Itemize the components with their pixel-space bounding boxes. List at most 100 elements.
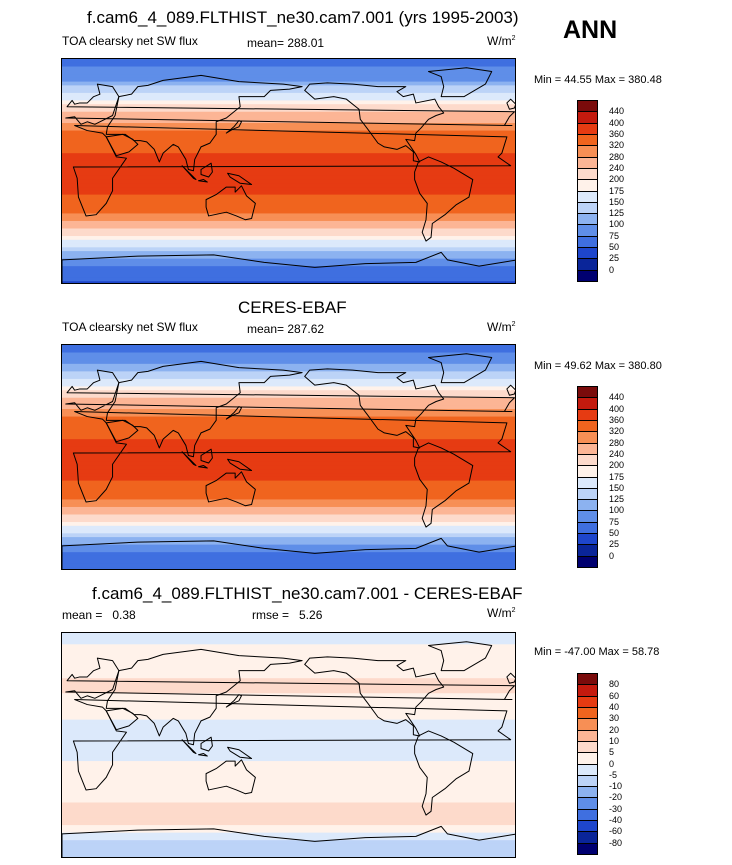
lat-band — [62, 401, 515, 406]
lat-band — [62, 813, 515, 819]
lat-band — [62, 458, 515, 463]
lat-band — [62, 742, 515, 747]
lat-band — [62, 269, 515, 275]
colorbar-tick-label: 50 — [609, 242, 620, 253]
lat-band — [62, 708, 515, 713]
colorbar-tick-label: 25 — [609, 253, 620, 264]
lat-band — [62, 141, 515, 147]
lat-band — [62, 138, 515, 143]
lat-band — [62, 149, 515, 154]
lat-band — [62, 123, 515, 128]
lat-band — [62, 491, 515, 497]
lat-band — [62, 254, 515, 260]
lat-band — [62, 544, 515, 549]
lat-band — [62, 454, 515, 459]
lat-band — [62, 228, 515, 233]
colorbar-tick-label: 75 — [609, 516, 620, 527]
colorbar-tick-label: 75 — [609, 230, 620, 241]
lat-band — [62, 552, 515, 557]
colorbar-tick-label: 175 — [609, 185, 625, 196]
lat-band — [62, 232, 515, 237]
lat-band — [62, 431, 515, 436]
coastline — [506, 672, 515, 684]
colorbar-tick-label: -30 — [609, 803, 623, 814]
lat-band — [62, 134, 515, 139]
lat-band — [62, 393, 515, 399]
coastline — [65, 83, 515, 127]
colorbar-tick-label: 0 — [609, 264, 615, 275]
coastline — [225, 694, 242, 708]
lat-band — [62, 648, 515, 653]
lat-band — [62, 115, 515, 120]
lat-band — [62, 367, 515, 372]
colorbar-tick-label: 40 — [609, 701, 620, 712]
lat-band — [62, 712, 515, 717]
lat-band — [62, 484, 515, 489]
colorbar-tick-label: 0 — [609, 758, 615, 769]
lat-band — [62, 239, 515, 245]
coastline — [428, 353, 493, 384]
lat-band — [62, 659, 515, 664]
lat-band — [62, 412, 515, 418]
lat-band — [62, 107, 515, 113]
coastline — [62, 825, 515, 857]
lat-band — [62, 746, 515, 751]
lat-band — [62, 476, 515, 482]
lat-band — [62, 828, 515, 834]
lat-band — [62, 768, 515, 773]
lat-band — [62, 529, 515, 534]
colorbar-tick-label: 280 — [609, 437, 625, 448]
map-svg — [62, 633, 515, 857]
lat-band — [62, 465, 515, 470]
colorbar-tick-label: 100 — [609, 505, 625, 516]
coastline — [304, 368, 445, 449]
lat-band — [62, 506, 515, 512]
lat-band — [62, 179, 515, 184]
lat-band — [62, 202, 515, 207]
colorbar-tick-label: 320 — [609, 426, 625, 437]
lat-band — [62, 439, 515, 444]
lat-band — [62, 104, 515, 109]
panel3-minmax: Min = -47.00 Max = 58.78 — [534, 646, 660, 658]
lat-band — [62, 488, 515, 493]
lat-band — [62, 678, 515, 683]
lat-band — [62, 356, 515, 361]
colorbar-tick-label: 50 — [609, 528, 620, 539]
lat-band — [62, 540, 515, 546]
colorbar-tick-label: 200 — [609, 174, 625, 185]
coastline — [105, 419, 139, 443]
colorbar-tick-label: 360 — [609, 128, 625, 139]
panel2-mean: mean= 287.62 — [247, 322, 325, 336]
lat-band — [62, 277, 515, 282]
panel3-title: f.cam6_4_089.FLTHIST_ne30.cam7.001 - CER… — [92, 584, 523, 603]
units-base: W/m — [487, 34, 512, 48]
lat-band — [62, 704, 515, 709]
lat-band — [62, 821, 515, 826]
panel3-mean: mean = 0.38 — [62, 608, 136, 622]
coastline — [414, 730, 474, 816]
panel1-variable: TOA clearsky net SW flux — [62, 34, 198, 48]
lat-band — [62, 749, 515, 755]
lat-band — [62, 851, 515, 856]
lat-band — [62, 633, 515, 638]
lat-band — [62, 798, 515, 804]
lat-band — [62, 640, 515, 645]
colorbar-tick-label: 320 — [609, 140, 625, 151]
lat-band — [62, 753, 515, 758]
lat-band — [62, 764, 515, 770]
coastline — [506, 98, 515, 110]
coastline — [65, 657, 515, 701]
lat-band — [62, 525, 515, 531]
coastline — [200, 162, 213, 178]
lat-band — [62, 663, 515, 668]
lat-band — [62, 666, 515, 672]
lat-band — [62, 719, 515, 724]
panel3-units: W/m2 — [487, 606, 516, 620]
lat-band — [62, 563, 515, 568]
panel2-colorbar — [577, 386, 598, 568]
colorbar-tick-label: 5 — [609, 747, 615, 758]
coastline — [72, 699, 512, 791]
lat-band — [62, 555, 515, 561]
colorbar-tick-label: -60 — [609, 826, 623, 837]
coastline — [200, 448, 213, 464]
